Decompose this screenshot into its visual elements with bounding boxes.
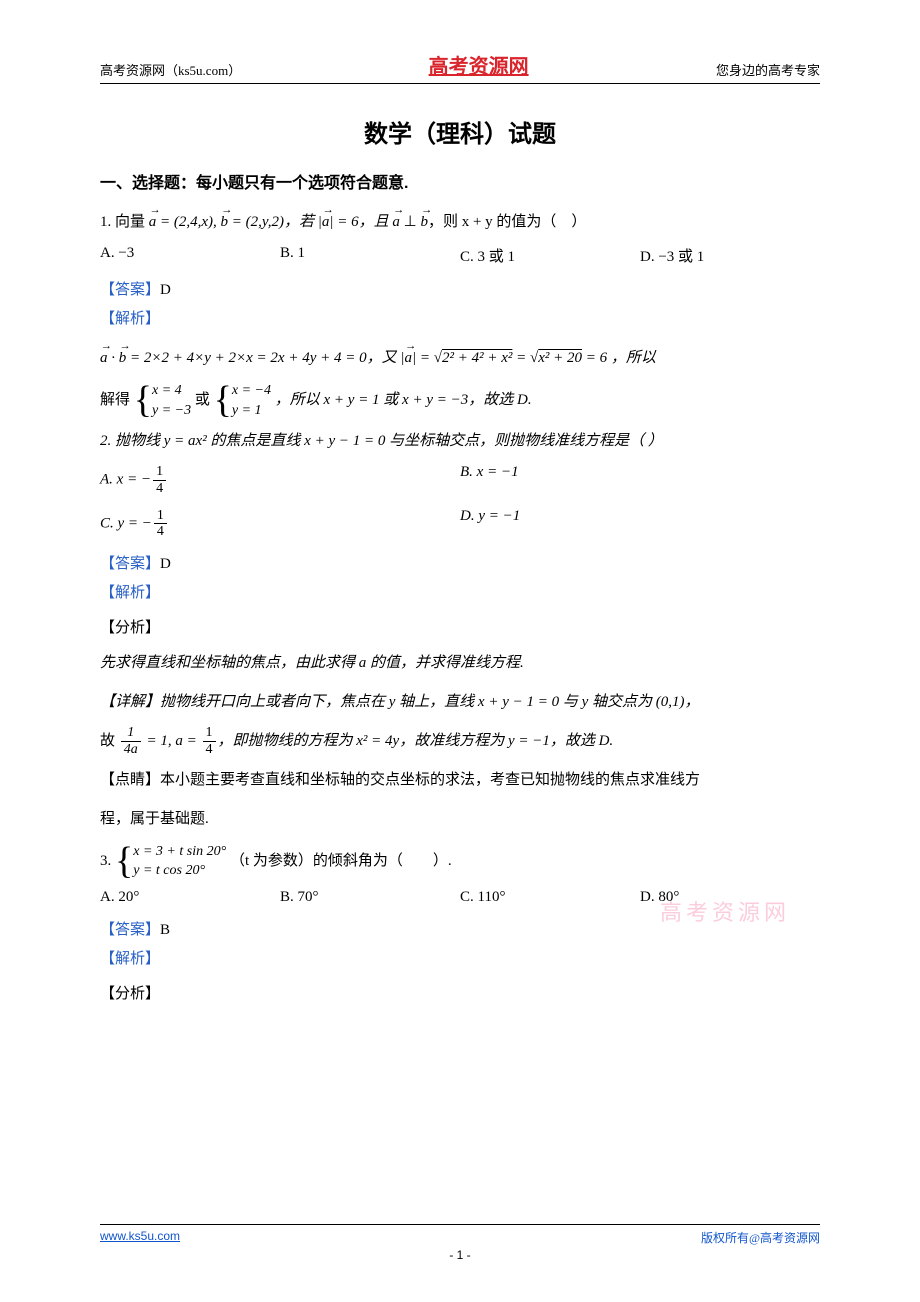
q3-opt-a: A. 20° xyxy=(100,889,280,906)
q2-analysis-label: 【解析】 xyxy=(100,581,820,602)
q2-line-a: 先求得直线和坐标轴的焦点，由此求得 a 的值，并求得准线方程. xyxy=(100,647,820,680)
q3-opt-b: B. 70° xyxy=(280,889,460,906)
q1-line2: 解得 {x = 4y = −3 或 {x = −4y = 1 ，所以 x + y… xyxy=(100,381,820,420)
header-left: 高考资源网（ks5u.com） xyxy=(100,60,241,79)
q1-opt-d: D. −3 或 1 xyxy=(640,245,820,266)
page-footer: www.ks5u.com 版权所有@高考资源网 - 1 - xyxy=(100,1224,820,1262)
q1-answer: 【答案】D xyxy=(100,278,820,299)
q1-opt-c: C. 3 或 1 xyxy=(460,245,640,266)
page-title: 数学（理科）试题 xyxy=(100,114,820,149)
q3-sub1: 【分析】 xyxy=(100,982,820,1003)
q2-opt-c: C. y = −14 xyxy=(100,508,460,540)
section-label: 一、选择题：每小题只有一个选项符合题意. xyxy=(100,169,820,193)
q1-stem: 1. 向量 a = (2,4,x), b = (2,y,2)，若 |a| = 6… xyxy=(100,207,820,237)
q2-sub3: 【点睛】本小题主要考查直线和坐标轴的交点坐标的求法，考查已知抛物线的焦点求准线方 xyxy=(100,764,820,797)
q2-opt-b: B. x = −1 xyxy=(460,464,820,496)
header-right: 您身边的高考专家 xyxy=(716,60,820,79)
q1-opt-b: B. 1 xyxy=(280,245,460,266)
q1-opt-a: A. −3 xyxy=(100,245,280,266)
q2-sub2: 【详解】抛物线开口向上或者向下，焦点在 y 轴上，直线 x + y − 1 = … xyxy=(100,686,820,719)
q2-stem: 2. 抛物线 y = ax² 的焦点是直线 x + y − 1 = 0 与坐标轴… xyxy=(100,426,820,456)
q2-opt-a: A. x = −14 xyxy=(100,464,460,496)
watermark: 高考资源网 xyxy=(660,895,790,927)
footer-right: 版权所有@高考资源网 xyxy=(701,1229,820,1246)
footer-left-link[interactable]: www.ks5u.com xyxy=(100,1229,180,1246)
q2-line-b: 故 14a = 1, a = 14，即抛物线的方程为 x² = 4y，故准线方程… xyxy=(100,725,820,758)
q2-sub1: 【分析】 xyxy=(100,616,820,637)
page-header: 高考资源网（ks5u.com） 高考资源网 您身边的高考专家 xyxy=(100,50,820,84)
q3-opt-c: C. 110° xyxy=(460,889,640,906)
q2-opt-d: D. y = −1 xyxy=(460,508,820,540)
q2-sub3b: 程，属于基础题. xyxy=(100,803,820,836)
footer-page-number: - 1 - xyxy=(100,1248,820,1262)
q1-analysis-label: 【解析】 xyxy=(100,307,820,328)
q3-analysis-label: 【解析】 xyxy=(100,947,820,968)
q3-stem: 3. {x = 3 + t sin 20°y = t cos 20° （t 为参… xyxy=(100,842,820,881)
q1-line1: a · b = 2×2 + 4×y + 2×x = 2x + 4y + 4 = … xyxy=(100,342,820,375)
q2-answer: 【答案】D xyxy=(100,552,820,573)
q1-options: A. −3 B. 1 C. 3 或 1 D. −3 或 1 xyxy=(100,245,820,266)
q2-options: A. x = −14 B. x = −1 C. y = −14 D. y = −… xyxy=(100,464,820,540)
header-center-logo: 高考资源网 xyxy=(429,50,529,79)
